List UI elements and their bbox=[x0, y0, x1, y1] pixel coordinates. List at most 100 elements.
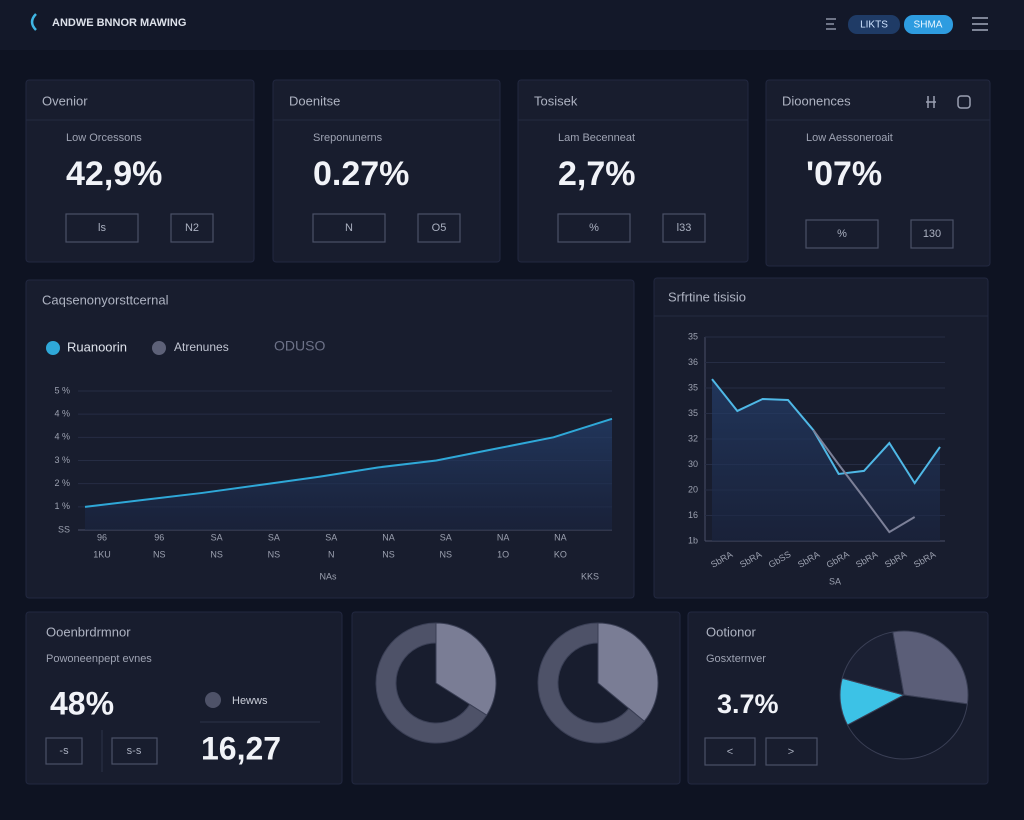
line bbox=[84, 417, 613, 508]
button-label: ls bbox=[98, 222, 106, 234]
button[interactable] bbox=[111, 737, 158, 765]
button[interactable] bbox=[910, 219, 954, 249]
area bbox=[85, 418, 612, 530]
y-tick-label: 16 bbox=[688, 510, 698, 520]
icon[interactable] bbox=[957, 95, 971, 109]
y-tick-label: 35 bbox=[688, 382, 698, 392]
card-title: Tosisek bbox=[534, 93, 578, 108]
x-tick-label: 96 bbox=[97, 532, 107, 542]
button-label: 130 bbox=[923, 228, 941, 240]
button-label: l33 bbox=[677, 222, 692, 234]
card-value: 2,7% bbox=[558, 155, 636, 193]
pie-slice bbox=[537, 622, 645, 744]
button[interactable] bbox=[417, 213, 461, 243]
card-value: 0.27% bbox=[313, 155, 409, 193]
kpi-card bbox=[272, 79, 501, 263]
y-tick-label: 4 % bbox=[54, 409, 70, 419]
line bbox=[812, 429, 916, 534]
card-title: Doenitse bbox=[289, 93, 340, 108]
pie-slice bbox=[841, 631, 905, 696]
x-tick-label: 96 bbox=[154, 532, 164, 542]
pill-label: LIKTS bbox=[860, 20, 888, 31]
app-title: ANDWE BNNOR MAWING bbox=[52, 17, 186, 29]
panel-title: Caqsenonyorsttcernal bbox=[42, 292, 169, 307]
kpi-card bbox=[517, 79, 749, 263]
button-label: > bbox=[788, 746, 794, 758]
pie-slice bbox=[846, 694, 968, 760]
y-tick-label: 4 % bbox=[54, 432, 70, 442]
button-label: O5 bbox=[432, 222, 447, 234]
button-label: % bbox=[837, 228, 847, 240]
x-tick-label: NS bbox=[210, 549, 223, 559]
y-tick-label: 35 bbox=[688, 408, 698, 418]
pill-button[interactable] bbox=[904, 15, 953, 34]
button[interactable] bbox=[557, 213, 631, 243]
x-axis-label: NAs bbox=[319, 571, 337, 581]
icon[interactable] bbox=[926, 96, 936, 108]
area bbox=[712, 379, 940, 541]
button-label: N2 bbox=[185, 222, 199, 234]
button-label: % bbox=[589, 222, 599, 234]
x-tick-label: N bbox=[328, 549, 335, 559]
x-tick-label: 1O bbox=[497, 549, 509, 559]
x-axis-label: KKS bbox=[581, 571, 599, 581]
card-value: 42,9% bbox=[66, 155, 162, 193]
kpi-panel bbox=[25, 611, 343, 785]
pie-slice bbox=[375, 622, 488, 744]
card-subtitle: Low Orcessons bbox=[66, 132, 142, 144]
button-label: -s bbox=[59, 745, 69, 757]
kpi-card bbox=[25, 79, 255, 263]
button-label: s-s bbox=[127, 745, 142, 757]
panel-title: Ootionor bbox=[706, 624, 757, 639]
legend-label: Hewws bbox=[232, 695, 268, 707]
button[interactable] bbox=[65, 213, 139, 243]
x-tick-label: NA bbox=[497, 532, 510, 542]
card-title: Dioonences bbox=[782, 93, 851, 108]
pill-button[interactable] bbox=[848, 15, 900, 34]
y-tick-label: 36 bbox=[688, 357, 698, 367]
panel-title: Srfrtine tisisio bbox=[668, 289, 746, 304]
x-tick-label: NA bbox=[554, 532, 567, 542]
x-tick-label: SA bbox=[268, 532, 280, 542]
button[interactable] bbox=[704, 737, 756, 766]
card-subtitle: Low Aessoneroait bbox=[806, 132, 893, 144]
x-tick-label: SA bbox=[440, 532, 452, 542]
x-axis-label: SA bbox=[829, 576, 841, 586]
legend-label: Atrenunes bbox=[174, 340, 229, 354]
y-tick-label: 32 bbox=[688, 433, 698, 443]
x-tick-label: SA bbox=[325, 532, 337, 542]
y-tick-label: SS bbox=[58, 524, 70, 534]
legend-dot bbox=[152, 341, 166, 355]
y-tick-label: 30 bbox=[688, 459, 698, 469]
x-tick-label: NA bbox=[382, 532, 395, 542]
panel-subtitle: Gosxternver bbox=[706, 653, 766, 665]
logo bbox=[30, 13, 37, 31]
y-tick-label: 5 % bbox=[54, 385, 70, 395]
x-tick-label: 1KU bbox=[93, 549, 111, 559]
menu-icon[interactable] bbox=[972, 17, 988, 31]
pie-slice bbox=[597, 622, 659, 722]
button[interactable] bbox=[765, 737, 818, 766]
y-tick-label: 1 % bbox=[54, 501, 70, 511]
legend-dot bbox=[205, 692, 221, 708]
button[interactable] bbox=[805, 219, 879, 249]
panel-subtitle: Powoneenpept evnes bbox=[46, 653, 152, 665]
button[interactable] bbox=[662, 213, 706, 243]
panel-title: Ooenbrdrmnor bbox=[46, 624, 131, 639]
y-tick-label: 1b bbox=[688, 535, 698, 545]
button-label: N bbox=[345, 222, 353, 234]
kpi-value: 48% bbox=[50, 685, 114, 721]
card-subtitle: Lam Becenneat bbox=[558, 132, 635, 144]
button[interactable] bbox=[312, 213, 386, 243]
card-value: '07% bbox=[806, 155, 882, 193]
button[interactable] bbox=[170, 213, 214, 243]
x-tick-label: SA bbox=[211, 532, 223, 542]
kpi-value: 16,27 bbox=[201, 730, 281, 766]
line bbox=[711, 378, 941, 485]
button[interactable] bbox=[45, 737, 83, 765]
card-title: Ovenior bbox=[42, 93, 88, 108]
x-tick-label: NS bbox=[153, 549, 166, 559]
filter-icon[interactable] bbox=[826, 18, 836, 30]
legend-dot bbox=[46, 341, 60, 355]
